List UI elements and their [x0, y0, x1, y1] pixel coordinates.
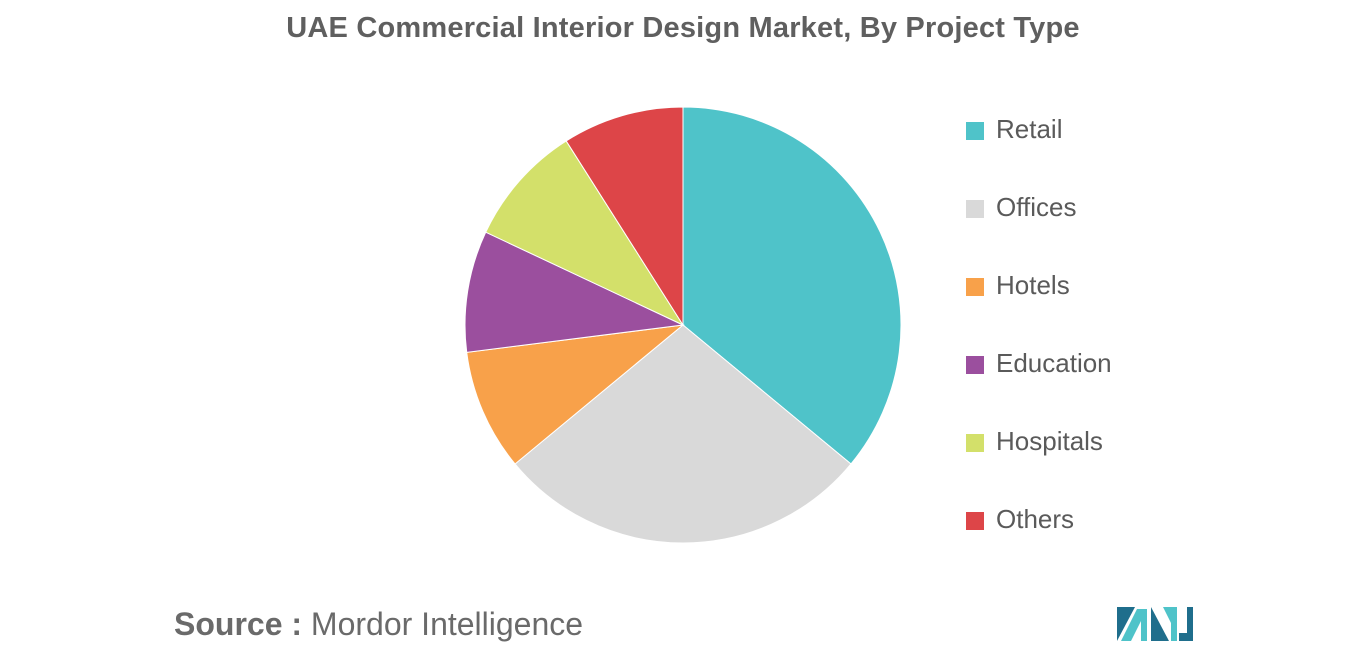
pie-slice-offices: [514, 324, 852, 544]
pie-slice-education: [464, 231, 685, 353]
legend-swatch-retail: [966, 122, 984, 140]
mordor-intelligence-logo-icon: [1117, 607, 1193, 641]
pie-slice-hospitals: [485, 140, 685, 327]
logo-shape-right-end: [1179, 607, 1193, 641]
source-key: Source :: [174, 606, 303, 642]
pie-slice-hotels: [466, 324, 685, 465]
legend-label-others: Others: [996, 504, 1075, 534]
pie-slice-retail: [682, 106, 902, 465]
pie-chart: [464, 106, 902, 544]
legend-swatch-hotels: [966, 278, 984, 296]
legend-label-retail: Retail: [996, 114, 1063, 144]
logo-shape-right-dark: [1151, 607, 1169, 641]
legend-label-hospitals: Hospitals: [996, 426, 1103, 456]
chart-title: UAE Commercial Interior Design Market, B…: [286, 12, 1080, 44]
source-value: Mordor Intelligence: [310, 606, 584, 642]
legend-swatch-hospitals: [966, 434, 984, 452]
legend-swatch-education: [966, 356, 984, 374]
logo-shape-left-light: [1121, 609, 1147, 641]
source-note: Source : Mordor Intelligence: [174, 606, 583, 643]
legend-swatch-offices: [966, 200, 984, 218]
logo-shape-left-dark: [1117, 607, 1135, 641]
pie-slice-others: [565, 106, 684, 327]
legend-label-offices: Offices: [996, 192, 1077, 222]
legend-label-hotels: Hotels: [996, 270, 1070, 300]
legend-swatch-others: [966, 512, 984, 530]
legend-label-education: Education: [996, 348, 1112, 378]
logo-shape-right-light: [1157, 607, 1177, 641]
